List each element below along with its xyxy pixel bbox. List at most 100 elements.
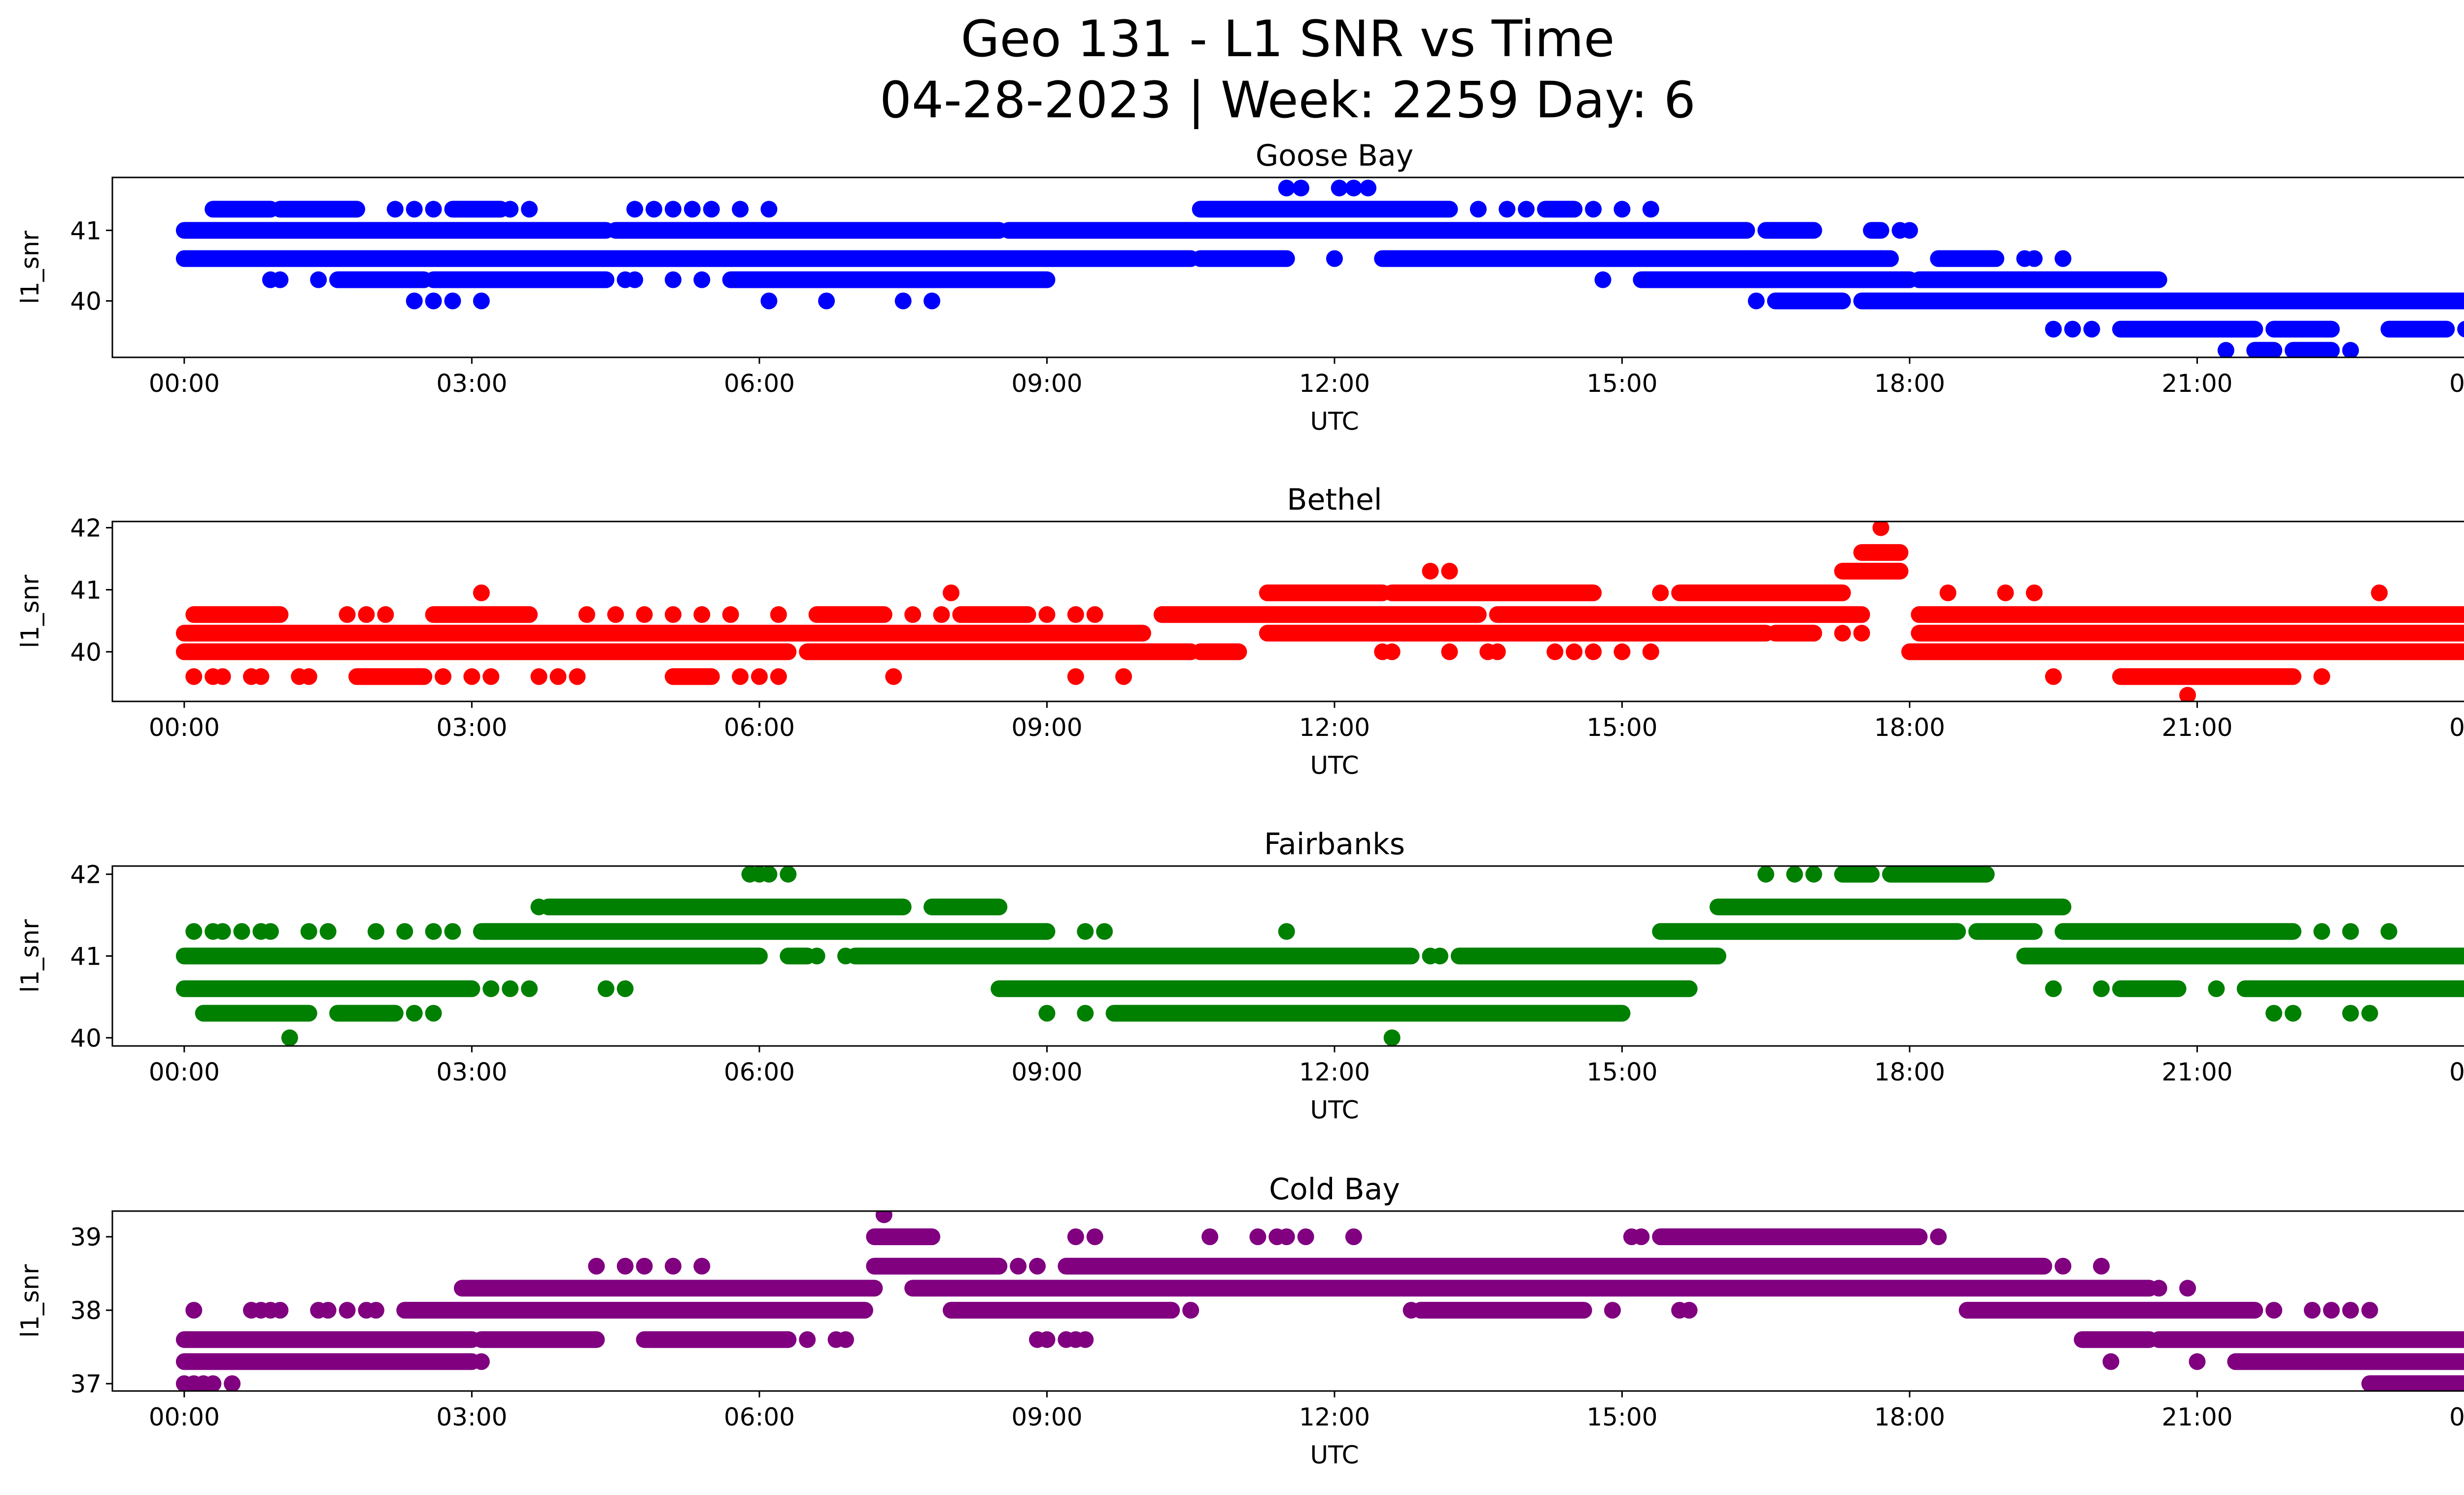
data-point-run [1383, 584, 1602, 601]
data-point [2189, 1353, 2206, 1370]
x-tick-label: 21:00 [2162, 369, 2233, 398]
data-point [1278, 1228, 1295, 1246]
data-point [185, 1302, 203, 1319]
data-point [1345, 179, 1362, 197]
data-point [2083, 320, 2100, 338]
data-point [272, 1302, 289, 1319]
data-point-run [1710, 898, 2072, 915]
y-axis-label: l1_snr [16, 1264, 44, 1338]
data-point-run [329, 271, 433, 288]
data-point [1997, 584, 2014, 601]
data-point [693, 606, 711, 623]
data-point [626, 201, 644, 218]
data-point [233, 923, 250, 940]
data-point [386, 201, 404, 218]
data-point-run [1863, 222, 1889, 239]
data-point-run [722, 271, 1056, 288]
y-tick-label: 38 [70, 1296, 102, 1325]
data-point [425, 1005, 442, 1022]
data-point [549, 668, 567, 685]
data-point-run [2112, 320, 2263, 338]
data-point [1067, 1228, 1084, 1246]
data-point [636, 606, 653, 623]
x-tick-label: 03:00 [436, 1058, 507, 1086]
data-point-run [272, 201, 365, 218]
data-point-run [425, 606, 538, 623]
data-point [1901, 222, 1918, 239]
data-point-run [175, 1331, 480, 1348]
data-point [214, 923, 231, 940]
data-point [837, 1331, 854, 1348]
data-point [2342, 1302, 2359, 1319]
data-point-run [175, 222, 615, 239]
data-point [300, 923, 317, 940]
data-point [1278, 179, 1295, 197]
data-point-run [799, 643, 1199, 661]
data-point [1633, 1228, 1650, 1246]
x-tick-label: 00:00 [2449, 1058, 2464, 1086]
data-point-run [1652, 923, 1966, 940]
data-point [1930, 1228, 1947, 1246]
data-point [1326, 250, 1343, 267]
data-point [1872, 250, 1889, 267]
data-point [885, 668, 902, 685]
data-point-run [866, 1228, 941, 1246]
data-point [185, 923, 203, 940]
data-point [1489, 643, 1506, 661]
data-point [1604, 1302, 1621, 1319]
data-point [1499, 201, 1516, 218]
data-point [2323, 1302, 2340, 1319]
data-point-run [1911, 606, 2464, 623]
data-point [645, 201, 662, 218]
data-point-run [1911, 625, 2464, 642]
x-tick-label: 12:00 [1299, 369, 1370, 398]
data-point [1757, 866, 1775, 883]
data-point [1249, 1228, 1266, 1246]
data-point [2217, 342, 2234, 357]
data-point [818, 292, 835, 310]
data-point [1738, 250, 1755, 267]
data-point-run [1911, 271, 2167, 288]
data-point [2045, 668, 2062, 685]
data-point-run [348, 668, 433, 685]
data-point [1077, 1331, 1094, 1348]
y-tick-label: 40 [70, 638, 102, 666]
data-point-run [1930, 250, 2005, 267]
data-point [2093, 980, 2110, 997]
data-point-run [175, 947, 768, 965]
data-point [2361, 1302, 2378, 1319]
data-point-run [453, 1280, 883, 1297]
x-axis-label: UTC [1310, 751, 1359, 780]
panel-bethel: 00:00 03:00 06:00 09:00 12:00 15:00 18:00 21:00… [16, 483, 2464, 780]
data-point-run [175, 980, 480, 997]
data-point [444, 923, 461, 940]
data-point [339, 606, 356, 623]
data-point-run [1652, 1228, 1928, 1246]
x-tick-label: 18:00 [1874, 1058, 1945, 1086]
data-point [1331, 179, 1348, 197]
data-point [1345, 1228, 1362, 1246]
data-point [377, 606, 394, 623]
data-point [2179, 1280, 2196, 1297]
data-point [1077, 923, 1094, 940]
data-point [1360, 179, 1377, 197]
data-point [205, 1375, 222, 1391]
data-point [664, 271, 682, 288]
data-point [339, 1302, 356, 1319]
data-point [894, 292, 912, 310]
data-point [473, 1353, 490, 1370]
subplot-title: Fairbanks [1264, 827, 1405, 862]
data-point [942, 584, 959, 601]
x-tick-label: 00:00 [2449, 1403, 2464, 1431]
data-point [406, 292, 423, 310]
data-point [1383, 643, 1401, 661]
data-point-run [607, 222, 1008, 239]
data-point [2093, 1257, 2110, 1275]
data-point-run [866, 1257, 1008, 1275]
data-point-run [847, 947, 1420, 965]
data-point [1566, 643, 1583, 661]
x-tick-label: 00:00 [2449, 713, 2464, 742]
data-point [837, 947, 854, 965]
data-point [2102, 1353, 2120, 1370]
data-point-run [1671, 584, 1851, 601]
